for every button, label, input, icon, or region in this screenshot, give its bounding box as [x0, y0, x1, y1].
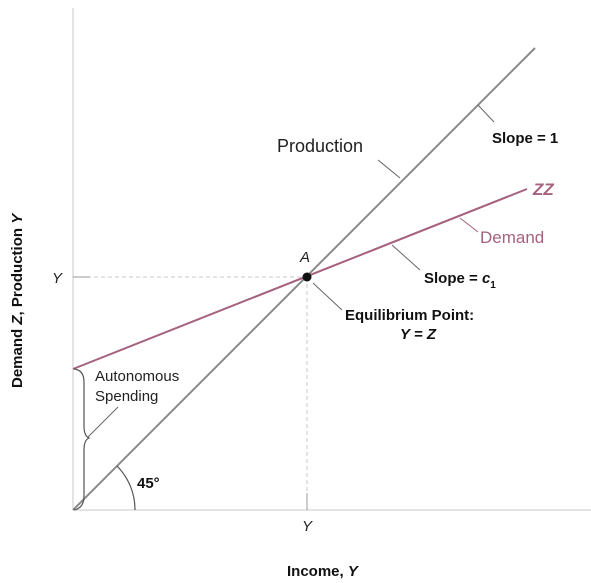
y-axis-title-mid: , Production — [9, 224, 26, 316]
equilibrium-point — [302, 272, 312, 282]
point-a-label: A — [299, 249, 310, 266]
y-axis-title-y: Y — [9, 212, 26, 224]
autonomous-leader — [87, 406, 119, 438]
equilibrium-title: Equilibrium Point: — [345, 307, 474, 324]
slope-c-prefix: Slope = — [424, 270, 482, 287]
zz-label: ZZ — [532, 180, 554, 199]
production-label: Production — [277, 136, 363, 156]
slope-c-label: Slope = c1 — [424, 270, 496, 291]
x-tick-label: Y — [302, 518, 313, 535]
autonomous-label-line2: Spending — [95, 388, 158, 405]
x-axis-title: Income, Y — [287, 563, 360, 580]
y-axis-title-z: Z — [9, 315, 26, 326]
angle-label: 45° — [137, 475, 160, 492]
y-axis-title-prefix: Demand — [9, 325, 26, 388]
autonomous-brace — [73, 368, 91, 511]
equilibrium-leader — [312, 282, 343, 311]
slope-one-leader — [477, 104, 495, 123]
angle-arc — [116, 465, 136, 511]
slope-c-letter: c — [482, 270, 491, 287]
autonomous-label-line1: Autonomous — [95, 368, 179, 385]
y-tick-label: Y — [52, 270, 63, 287]
equilibrium-equation: Y = Z — [400, 326, 437, 343]
slope-c-leader — [391, 244, 421, 271]
slope-c-subscript: 1 — [490, 280, 496, 291]
demand-line — [72, 188, 528, 370]
y-axis-title: Demand Z, Production Y — [9, 212, 26, 388]
production-leader — [377, 159, 401, 179]
demand-label: Demand — [480, 228, 544, 247]
x-axis-title-prefix: Income, — [287, 563, 348, 580]
demand-leader — [459, 217, 479, 233]
x-axis-title-var: Y — [348, 563, 360, 580]
slope-one-label: Slope = 1 — [492, 130, 558, 147]
